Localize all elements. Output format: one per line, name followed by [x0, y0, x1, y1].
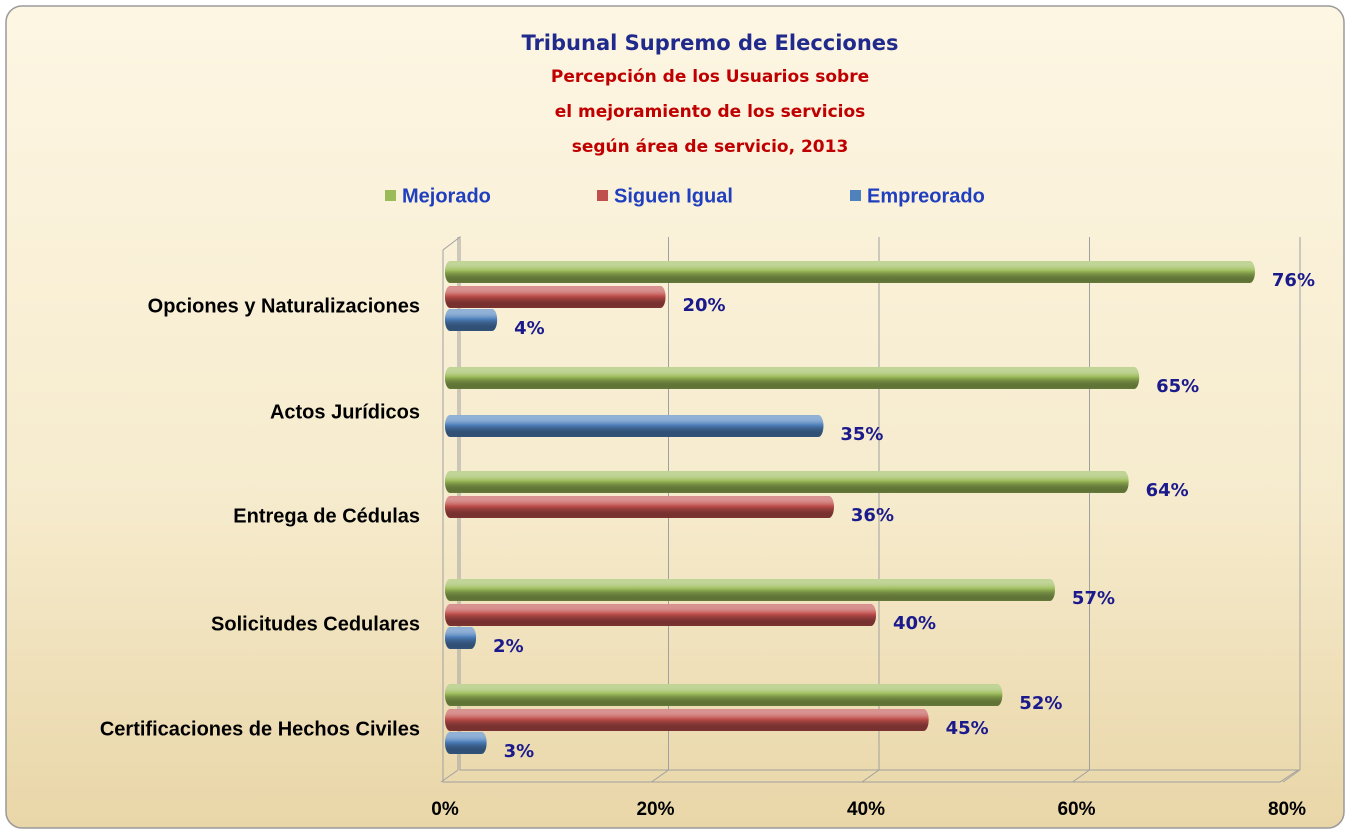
bar-shade: [445, 732, 487, 754]
y-tick-label: Opciones y Naturalizaciones: [148, 295, 420, 317]
legend-label: Siguen Igual: [614, 185, 733, 207]
legend-label: Mejorado: [402, 185, 491, 207]
data-label: 40%: [893, 613, 936, 634]
bar-shade: [445, 286, 666, 308]
data-label: 52%: [1019, 693, 1062, 714]
bar-shade: [445, 579, 1055, 601]
x-tick-label: 80%: [1268, 799, 1306, 820]
grid-line: [440, 769, 459, 783]
data-label: 36%: [851, 505, 894, 526]
chart-subtitle: Percepción de los Usuarios sobre: [551, 67, 869, 87]
data-label: 65%: [1156, 376, 1199, 397]
plot-frame: [442, 235, 1300, 783]
bar-shade: [445, 415, 824, 437]
bar-shade: [445, 261, 1255, 283]
data-label: 2%: [493, 636, 524, 657]
y-tick-label: Entrega de Cédulas: [233, 505, 420, 527]
bar-shade: [445, 604, 876, 626]
legend-swatch: [597, 190, 608, 201]
data-label: 76%: [1272, 270, 1315, 291]
data-label: 4%: [514, 318, 545, 339]
data-label: 3%: [504, 741, 535, 762]
legend-swatch: [850, 190, 861, 201]
grid-line: [1072, 769, 1090, 783]
bar-shade: [445, 627, 477, 649]
x-tick-label: 20%: [636, 799, 674, 820]
legend-label: Empreorado: [867, 185, 985, 207]
bar-shade: [445, 367, 1140, 389]
data-label: 57%: [1072, 588, 1115, 609]
bar-shade: [445, 471, 1129, 493]
data-label: 45%: [946, 718, 989, 739]
x-tick-label: 0%: [431, 799, 459, 820]
chart-subtitle: el mejoramiento de los servicios: [555, 102, 866, 122]
data-label: 64%: [1146, 480, 1189, 501]
bar-shade: [445, 496, 834, 518]
bar-shade: [445, 684, 1003, 706]
grid-line: [651, 769, 669, 783]
x-tick-label: 60%: [1057, 799, 1095, 820]
data-label: 35%: [840, 424, 883, 445]
legend-swatch: [385, 190, 396, 201]
x-tick-label: 40%: [847, 799, 885, 820]
grid-line: [861, 769, 880, 783]
grid-line: [1282, 769, 1301, 783]
y-tick-label: Solicitudes Cedulares: [211, 613, 420, 635]
data-label: 20%: [683, 295, 726, 316]
y-tick-label: Actos Jurídicos: [270, 401, 420, 423]
chart-subtitle: según área de servicio, 2013: [572, 137, 849, 157]
bar-shade: [445, 309, 498, 331]
y-tick-label: Certificaciones de Hechos Civiles: [100, 718, 420, 740]
chart-title: Tribunal Supremo de Elecciones: [521, 31, 898, 55]
bar-shade: [445, 709, 929, 731]
